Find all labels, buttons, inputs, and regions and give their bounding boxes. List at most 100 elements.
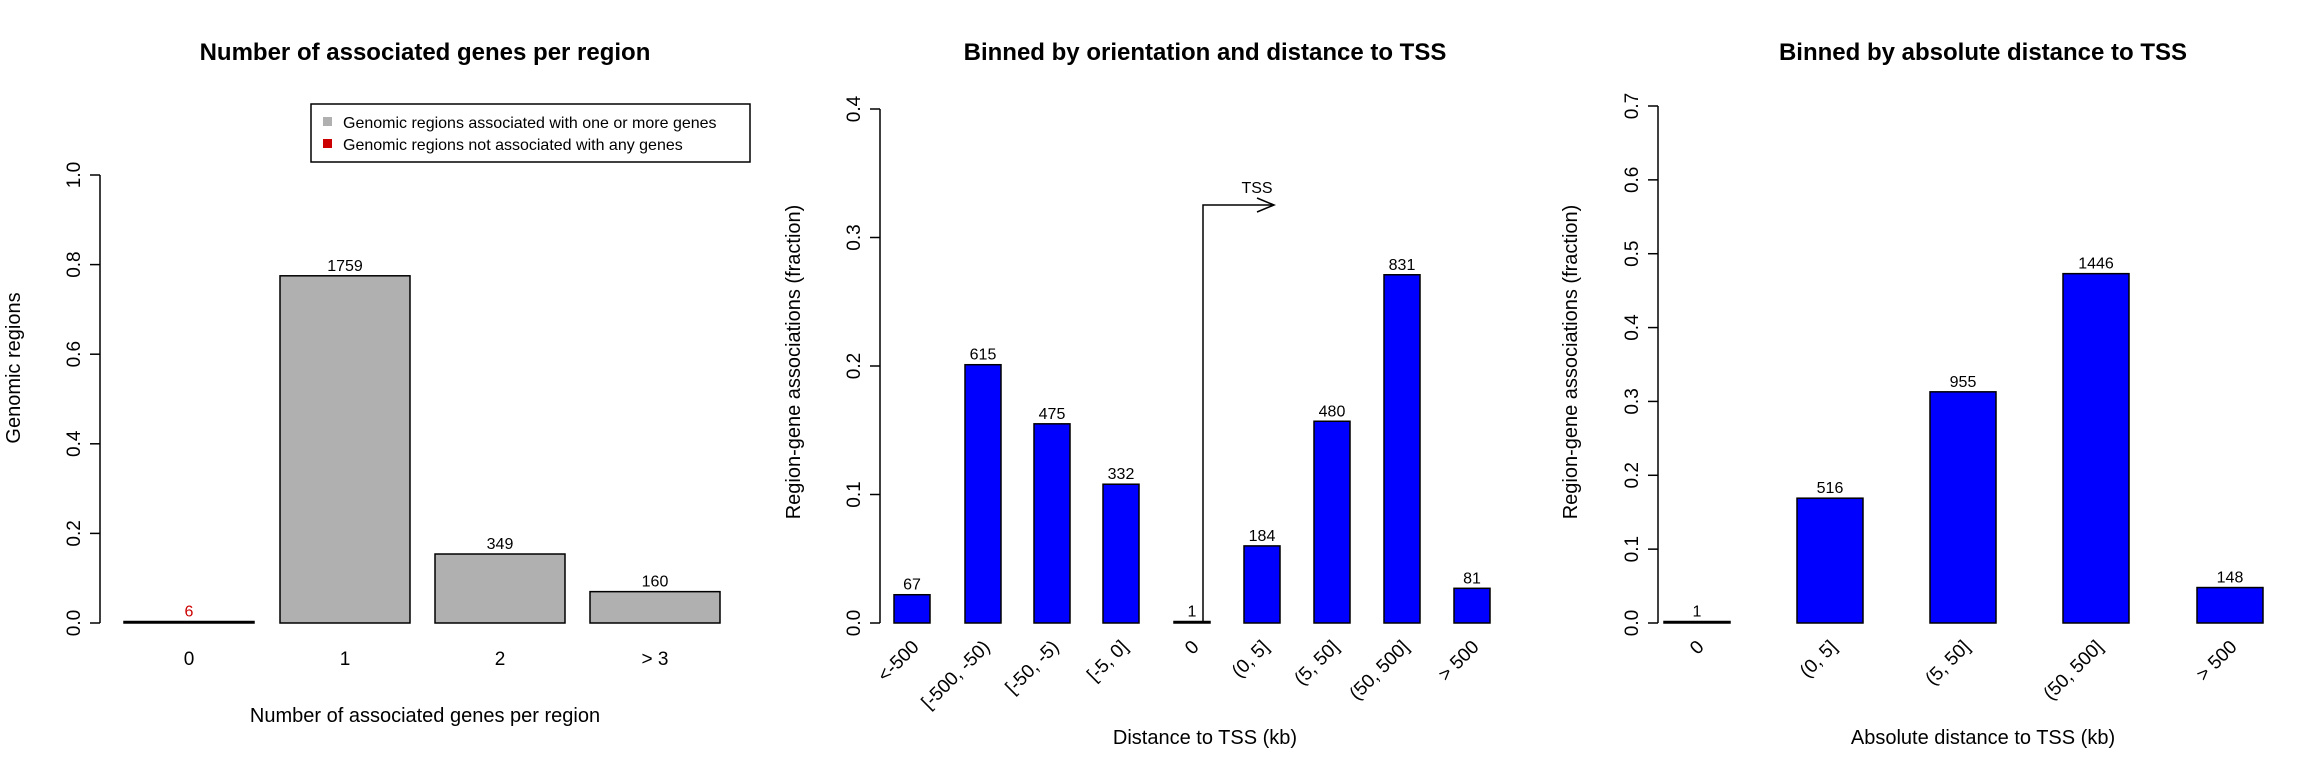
- data-label: 516: [1817, 480, 1844, 497]
- chart-title: Binned by absolute distance to TSS: [1779, 39, 2187, 66]
- x-tick-label: > 3: [642, 649, 669, 670]
- data-label: 615: [970, 347, 997, 364]
- bar: [589, 590, 721, 624]
- bar: [1033, 423, 1071, 624]
- y-axis-ticks: 0.0 0.1 0.2 0.3 0.4 0.5 0.6 0.7: [1622, 93, 1658, 636]
- y-tick-label: 0.5: [1622, 241, 1643, 267]
- y-axis-label: Genomic regions: [3, 292, 25, 443]
- y-tick-label: 0.1: [844, 481, 865, 507]
- bar: [279, 275, 411, 624]
- tss-annotation: TSS: [1241, 180, 1272, 197]
- data-label: 831: [1389, 257, 1416, 274]
- x-axis-label: Absolute distance to TSS (kb): [1851, 727, 2115, 749]
- bar: [434, 553, 566, 624]
- y-tick-label: 0.6: [64, 341, 85, 367]
- y-axis-ticks: 0.0 0.1 0.2 0.3 0.4: [844, 95, 880, 636]
- legend-label-not-associated: Genomic regions not associated with any …: [343, 137, 683, 154]
- tss-marker: TSS: [1202, 180, 1276, 623]
- y-axis-label: Region-gene associations (fraction): [783, 205, 805, 520]
- bar-series: 67 615 475 332 1 184 480 831 81: [893, 257, 1491, 624]
- x-tick-label: <-500: [874, 637, 924, 687]
- data-label: 1759: [327, 258, 363, 275]
- panel-absolute-distance: Binned by absolute distance to TSS Absol…: [1560, 39, 2264, 749]
- y-tick-label: 0.6: [1622, 167, 1643, 193]
- legend: Genomic regions associated with one or m…: [310, 103, 751, 163]
- bar: [2196, 586, 2264, 624]
- chart-title: Number of associated genes per region: [200, 39, 651, 66]
- bar: [1796, 497, 1864, 624]
- data-label: 475: [1039, 406, 1066, 423]
- data-label: 1446: [2078, 256, 2114, 273]
- y-tick-label: 0.2: [1622, 462, 1643, 488]
- x-axis-ticks: 0 1 2 > 3: [184, 649, 669, 670]
- y-tick-label: 0.1: [1622, 536, 1643, 562]
- panel-genes-per-region: Number of associated genes per region Nu…: [3, 39, 751, 727]
- x-tick-label: 1: [340, 649, 351, 670]
- x-tick-label: [-500, -50): [918, 637, 995, 714]
- y-axis-ticks: 0.0 0.2 0.4 0.6 0.8 1.0: [64, 162, 100, 636]
- y-tick-label: 0.2: [64, 520, 85, 546]
- bar: [1663, 620, 1731, 624]
- panel-orientation-distance: Binned by orientation and distance to TS…: [783, 39, 1491, 749]
- y-tick-label: 0.3: [1622, 388, 1643, 414]
- data-label: 67: [903, 577, 921, 594]
- x-tick-label: (5, 50]: [1922, 637, 1975, 690]
- y-tick-label: 0.2: [844, 353, 865, 379]
- legend-label-associated: Genomic regions associated with one or m…: [343, 115, 717, 132]
- data-label: 480: [1319, 403, 1346, 420]
- data-label: 6: [185, 604, 194, 621]
- data-label: 349: [487, 536, 514, 553]
- tss-arrow-head: [1256, 197, 1276, 213]
- chart-title: Binned by orientation and distance to TS…: [964, 39, 1447, 66]
- x-axis-label: Distance to TSS (kb): [1113, 727, 1297, 749]
- bar: [123, 620, 255, 624]
- tss-arrow-line: [1202, 204, 1272, 623]
- x-tick-label: (5, 50]: [1291, 637, 1344, 690]
- y-tick-label: 0.0: [844, 610, 865, 636]
- data-label: 184: [1249, 528, 1276, 545]
- x-axis-label: Number of associated genes per region: [250, 705, 600, 727]
- x-tick-label: (0, 5]: [1228, 637, 1273, 682]
- y-tick-label: 0.4: [1622, 314, 1643, 341]
- x-tick-label: [-5, 0]: [1083, 637, 1132, 686]
- bar: [1453, 587, 1491, 624]
- y-tick-label: 0.0: [64, 610, 85, 636]
- bar: [1102, 483, 1140, 624]
- legend-swatch-associated: [323, 117, 332, 126]
- bar: [893, 593, 931, 624]
- bar: [1383, 274, 1421, 624]
- bar: [2062, 272, 2130, 624]
- x-tick-label: > 500: [1435, 637, 1484, 686]
- data-label: 1: [1188, 604, 1197, 621]
- y-tick-label: 0.7: [1622, 93, 1643, 119]
- x-tick-label: 2: [495, 649, 506, 670]
- x-tick-label: (50, 500]: [1346, 637, 1414, 705]
- bar: [1173, 620, 1211, 624]
- y-tick-label: 0.4: [844, 95, 865, 122]
- y-tick-label: 0.4: [64, 430, 85, 457]
- legend-swatch-not-associated: [323, 139, 332, 148]
- bar: [1243, 545, 1281, 624]
- x-tick-label: [-50, -5): [1002, 637, 1064, 699]
- x-tick-label: 0: [184, 649, 195, 670]
- x-tick-label: (50, 500]: [2040, 637, 2108, 705]
- x-tick-label: 0: [1686, 637, 1708, 659]
- data-label: 160: [642, 574, 669, 591]
- bar: [1313, 420, 1351, 624]
- bar-series: 1 516 955 1446 148: [1663, 256, 2264, 624]
- data-label: 955: [1950, 374, 1977, 391]
- y-tick-label: 0.8: [64, 251, 85, 277]
- data-label: 1: [1693, 604, 1702, 621]
- x-tick-label: > 500: [2193, 637, 2242, 686]
- data-label: 81: [1463, 570, 1481, 587]
- x-axis-ticks: <-500[-500, -50) [-50, -5) [-5, 0] 0 (0, 5] (…: [874, 637, 1484, 714]
- y-tick-label: 1.0: [64, 162, 85, 188]
- x-tick-label: (0, 5]: [1796, 637, 1841, 682]
- bar-series: 6 1759 349 160: [123, 258, 721, 624]
- data-label: 332: [1108, 466, 1135, 483]
- y-tick-label: 0.3: [844, 224, 865, 250]
- bar: [1929, 391, 1997, 624]
- bar: [964, 363, 1002, 624]
- y-tick-label: 0.0: [1622, 610, 1643, 636]
